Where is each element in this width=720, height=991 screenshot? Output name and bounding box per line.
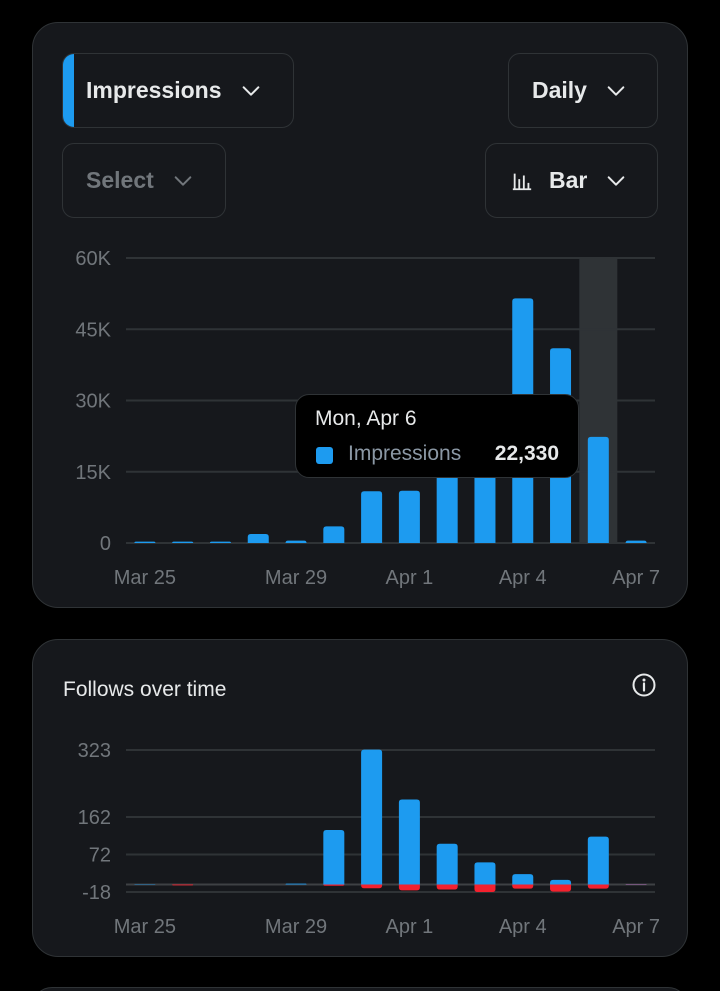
next-card	[32, 987, 688, 991]
chart-type-dropdown-label: Bar	[549, 167, 588, 193]
compare-dropdown[interactable]: Select	[62, 143, 226, 218]
y-tick-label: 162	[78, 807, 111, 829]
tooltip-series-name: Impressions	[348, 442, 462, 465]
x-tick-label: Apr 1	[385, 916, 433, 938]
unfollows-bar	[361, 884, 383, 889]
chevron-down-icon	[608, 175, 625, 186]
x-tick-label: Mar 25	[114, 916, 176, 938]
x-tick-label: Mar 29	[265, 916, 327, 938]
follows-chart: -18 72 162 323 Mar 25 Mar 29 Apr 1 Apr 4 Apr 7	[78, 740, 660, 938]
bar-chart-icon	[512, 173, 532, 190]
metric-dropdown[interactable]: Impressions	[62, 53, 294, 128]
impressions-bar	[361, 491, 383, 543]
y-tick-label: 323	[78, 740, 111, 762]
x-tick-label: Mar 25	[114, 567, 176, 589]
chevron-down-icon	[607, 85, 625, 96]
chevron-down-icon	[174, 175, 192, 186]
interval-dropdown[interactable]: Daily	[508, 53, 658, 128]
impressions-card: Impressions Daily Select Bar 0 15K 30K 45K 6…	[32, 22, 688, 608]
tooltip-value: 22,330	[494, 442, 559, 465]
unfollows-bar	[587, 884, 609, 889]
x-tick-label: Apr 1	[385, 567, 433, 589]
y-tick-label: 45K	[75, 319, 111, 341]
follows-bar	[436, 843, 458, 885]
follows-card-title: Follows over time	[63, 678, 227, 701]
unfollows-bar	[512, 884, 534, 889]
impressions-chart: 0 15K 30K 45K 60K Mar 25 Mar 29 Apr 1 Apr 4 Apr 7	[75, 248, 660, 589]
follows-bar	[550, 879, 572, 885]
follows-bar	[361, 749, 383, 885]
y-tick-label: 72	[89, 845, 111, 867]
x-tick-label: Apr 4	[499, 567, 547, 589]
follows-bar	[285, 883, 307, 885]
impressions-bar	[172, 541, 194, 543]
y-tick-label: 15K	[75, 462, 111, 484]
follows-bar	[398, 799, 420, 885]
x-tick-label: Apr 7	[612, 567, 660, 589]
impressions-bar	[247, 533, 269, 543]
follows-bar	[323, 829, 345, 885]
interval-dropdown-label: Daily	[532, 77, 587, 103]
impressions-bar	[436, 474, 458, 543]
metric-accent-bar	[63, 54, 74, 127]
follows-bar	[587, 836, 609, 885]
follows-card: Follows over time -18 72 162 323 Mar 25 Mar 2…	[32, 639, 688, 957]
impressions-bar	[398, 490, 420, 543]
chart-tooltip: Mon, Apr 6 Impressions 22,330	[295, 394, 579, 478]
impressions-bar	[285, 540, 307, 543]
follows-bar	[474, 862, 496, 885]
impressions-bar	[587, 436, 609, 543]
follows-bar	[512, 874, 534, 885]
x-tick-label: Apr 4	[499, 916, 547, 938]
unfollows-bar	[398, 884, 420, 891]
chevron-down-icon	[242, 85, 259, 96]
tooltip-series-swatch	[316, 447, 333, 464]
impressions-bar	[474, 474, 496, 543]
x-tick-label: Apr 7	[612, 916, 660, 938]
metric-dropdown-label: Impressions	[86, 77, 222, 103]
unfollows-bar	[323, 884, 345, 886]
impressions-bar	[134, 541, 156, 543]
unfollows-bar	[172, 884, 194, 886]
y-tick-label: 30K	[75, 391, 111, 413]
unfollows-bar	[550, 884, 572, 892]
y-tick-label: 60K	[75, 248, 111, 270]
y-tick-label: -18	[82, 882, 111, 904]
tooltip-date: Mon, Apr 6	[315, 407, 417, 430]
impressions-bar	[209, 541, 231, 543]
y-tick-label: 0	[100, 533, 111, 555]
impressions-bar	[625, 540, 647, 543]
x-tick-label: Mar 29	[265, 567, 327, 589]
info-icon[interactable]	[631, 672, 657, 698]
impressions-bar	[323, 526, 345, 543]
unfollows-bar	[474, 884, 496, 892]
chart-type-dropdown[interactable]: Bar	[485, 143, 658, 218]
compare-dropdown-placeholder: Select	[86, 167, 154, 193]
unfollows-bar	[436, 884, 458, 890]
